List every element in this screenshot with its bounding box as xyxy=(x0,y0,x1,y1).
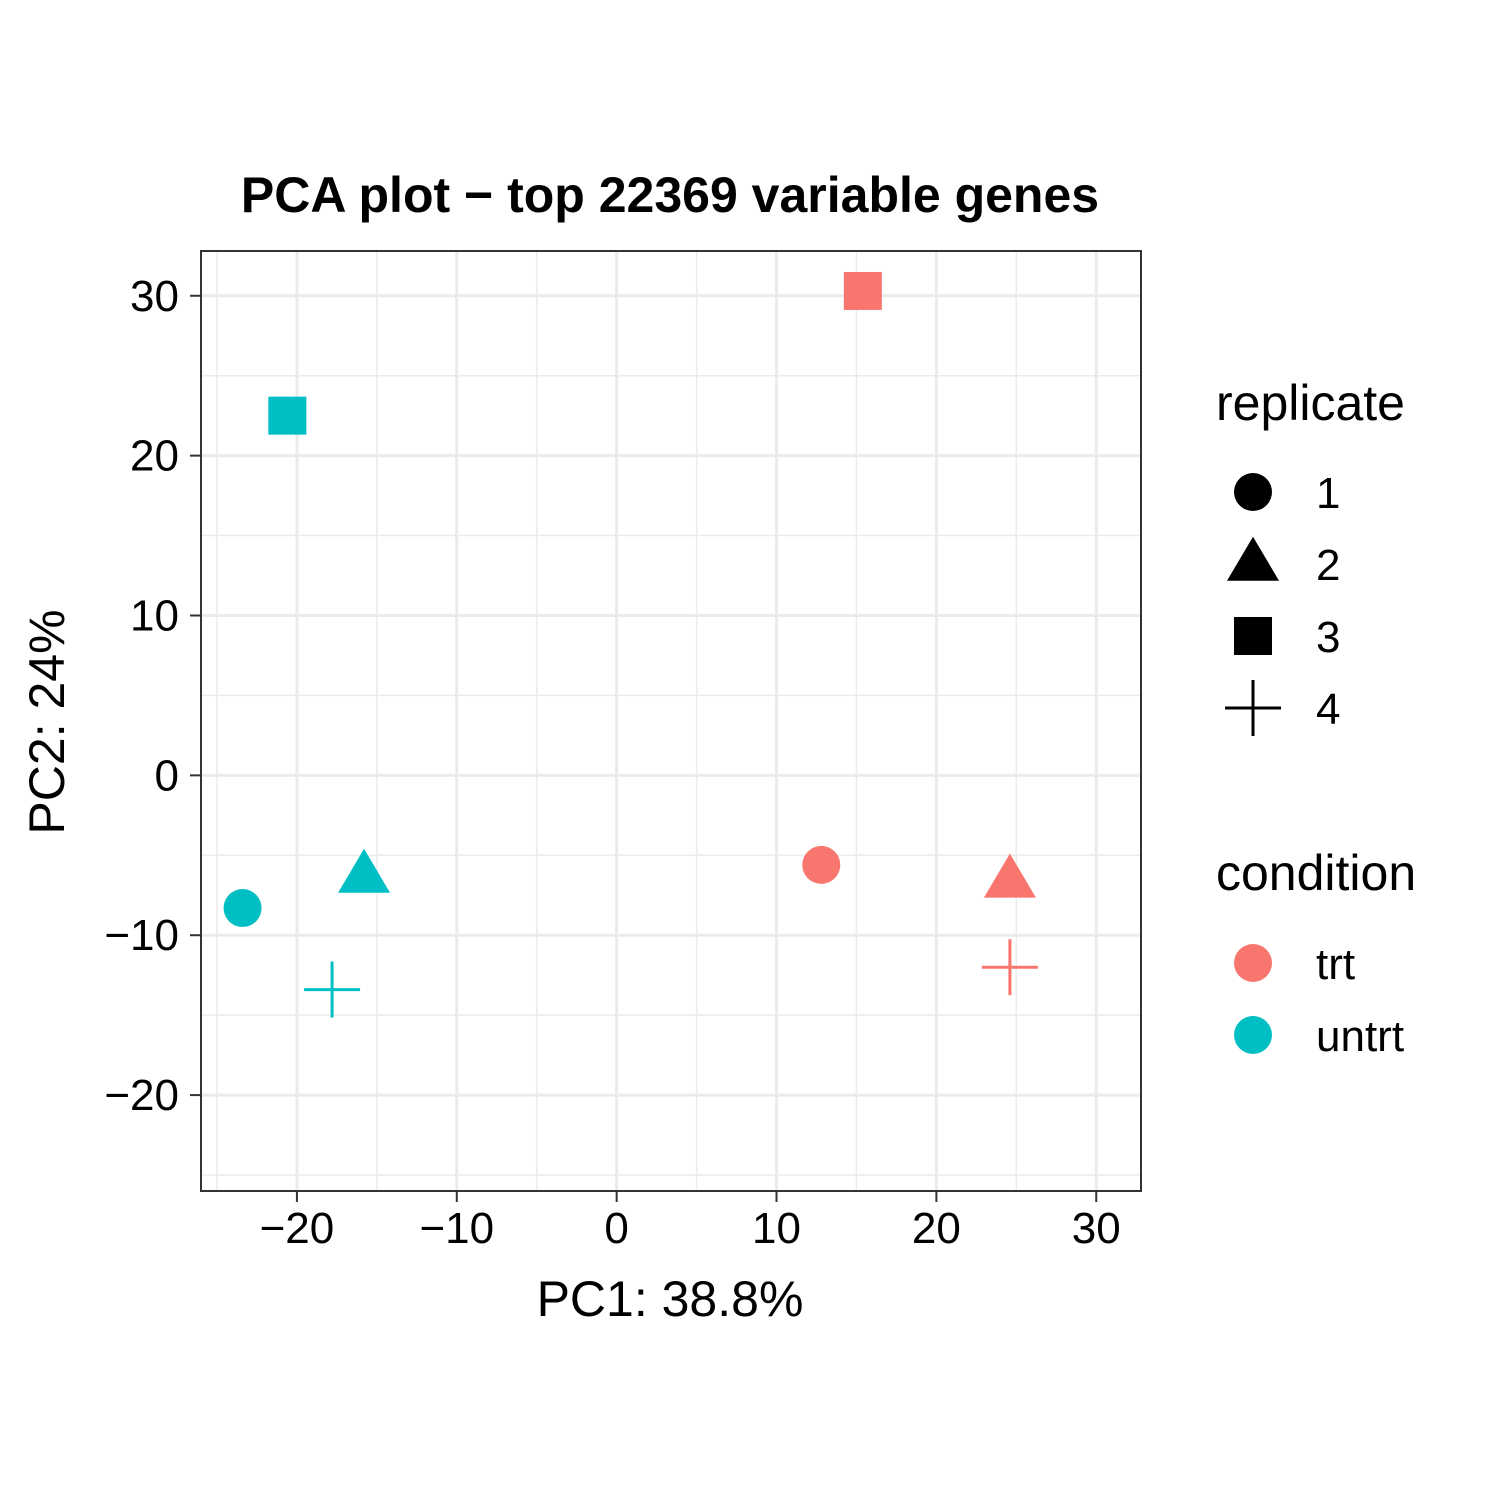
x-tick-label: −10 xyxy=(419,1204,494,1253)
chart-title: PCA plot − top 22369 variable genes xyxy=(241,167,1099,223)
y-tick-label: −10 xyxy=(104,911,179,960)
legend-replicate: replicate 1 2 3 4 xyxy=(1216,375,1405,736)
legend-condition-key-trt xyxy=(1234,944,1272,982)
x-tick-label: 10 xyxy=(752,1204,801,1253)
point-untrt-rep1 xyxy=(223,889,262,928)
legend-replicate-label: 3 xyxy=(1316,613,1340,662)
y-tick-label: 20 xyxy=(130,432,179,481)
x-tick-label: 0 xyxy=(604,1204,628,1253)
x-tick-label: −20 xyxy=(260,1204,335,1253)
legend-condition: condition trt untrt xyxy=(1216,845,1416,1061)
data-points xyxy=(223,271,1038,1018)
point-trt-rep1 xyxy=(802,845,841,884)
legend-replicate-label: 4 xyxy=(1316,685,1340,734)
legend-replicate-key-4 xyxy=(1225,680,1281,736)
legend-replicate-label: 2 xyxy=(1316,541,1340,590)
legend-condition-label: trt xyxy=(1316,940,1355,989)
legend-condition-label: untrt xyxy=(1316,1012,1404,1061)
point-trt-rep3 xyxy=(843,271,882,310)
y-axis-title: PC2: 24% xyxy=(19,609,75,834)
point-untrt-rep4 xyxy=(304,961,361,1018)
legend-condition-key-untrt xyxy=(1234,1016,1272,1054)
x-axis-title: PC1: 38.8% xyxy=(537,1271,804,1327)
y-tick-label: 0 xyxy=(155,751,179,800)
y-tick-label: −20 xyxy=(104,1071,179,1120)
y-tick-label: 30 xyxy=(130,272,179,321)
plot-panel xyxy=(200,250,1142,1192)
point-untrt-rep2 xyxy=(338,848,391,893)
legend-replicate-key-2 xyxy=(1227,536,1279,581)
x-tick-label: 30 xyxy=(1072,1204,1121,1253)
point-trt-rep4 xyxy=(981,939,1038,996)
plot-grid xyxy=(201,251,1141,1191)
axis-ticks: −20 −10 0 10 20 30 −20 −10 0 10 20 30 xyxy=(104,272,1120,1253)
legend-condition-title: condition xyxy=(1216,845,1416,901)
x-tick-label: 20 xyxy=(912,1204,961,1253)
point-trt-rep2 xyxy=(983,853,1036,898)
legend-replicate-title: replicate xyxy=(1216,375,1405,431)
y-tick-label: 10 xyxy=(130,591,179,640)
legend-replicate-key-1 xyxy=(1234,473,1272,511)
legend-replicate-key-3 xyxy=(1234,617,1272,655)
point-untrt-rep3 xyxy=(268,396,307,435)
legend-replicate-label: 1 xyxy=(1316,469,1340,518)
